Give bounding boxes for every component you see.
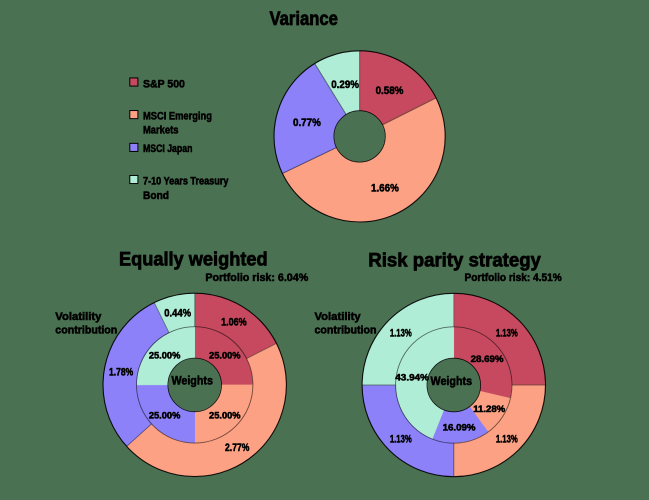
svg-text:contribution: contribution — [55, 324, 117, 336]
svg-text:Weights: Weights — [431, 374, 473, 388]
svg-text:1.13%: 1.13% — [390, 434, 412, 446]
svg-text:S&P 500: S&P 500 — [143, 78, 185, 90]
svg-text:25.00%: 25.00% — [209, 350, 241, 361]
svg-text:Equally weighted: Equally weighted — [119, 248, 268, 270]
svg-text:7-10 Years Treasury: 7-10 Years Treasury — [143, 176, 229, 188]
svg-text:28.69%: 28.69% — [471, 354, 504, 365]
svg-text:Markets: Markets — [143, 125, 178, 137]
svg-text:contribution: contribution — [315, 324, 377, 336]
svg-text:43.94%: 43.94% — [395, 373, 429, 384]
svg-text:MSCI Japan: MSCI Japan — [143, 143, 193, 155]
svg-text:1.13%: 1.13% — [390, 328, 412, 340]
svg-text:MSCI Emerging: MSCI Emerging — [143, 111, 212, 123]
svg-text:Volatility: Volatility — [55, 311, 102, 323]
svg-text:0.58%: 0.58% — [376, 85, 404, 97]
svg-text:25.00%: 25.00% — [149, 411, 181, 422]
svg-text:Portfolio risk: 4.51%: Portfolio risk: 4.51% — [465, 272, 562, 284]
svg-text:1.13%: 1.13% — [496, 328, 518, 340]
svg-text:25.00%: 25.00% — [149, 350, 181, 361]
svg-text:Portfolio risk: 6.04%: Portfolio risk: 6.04% — [205, 272, 308, 284]
svg-text:Weights: Weights — [171, 374, 213, 388]
svg-text:0.29%: 0.29% — [331, 79, 359, 91]
svg-text:2.77%: 2.77% — [225, 442, 249, 454]
svg-text:Bond: Bond — [143, 190, 169, 202]
svg-text:16.09%: 16.09% — [443, 423, 476, 434]
svg-text:1.06%: 1.06% — [221, 317, 247, 329]
svg-text:25.00%: 25.00% — [209, 411, 241, 422]
svg-text:0.77%: 0.77% — [293, 117, 321, 129]
svg-text:Volatility: Volatility — [315, 311, 362, 323]
svg-text:11.28%: 11.28% — [473, 404, 505, 415]
svg-text:0.44%: 0.44% — [164, 307, 191, 319]
svg-text:1.66%: 1.66% — [371, 183, 399, 195]
svg-text:1.13%: 1.13% — [496, 434, 518, 446]
svg-text:Variance: Variance — [269, 8, 338, 30]
svg-text:1.78%: 1.78% — [109, 366, 133, 378]
svg-text:Risk parity strategy: Risk parity strategy — [368, 249, 541, 271]
